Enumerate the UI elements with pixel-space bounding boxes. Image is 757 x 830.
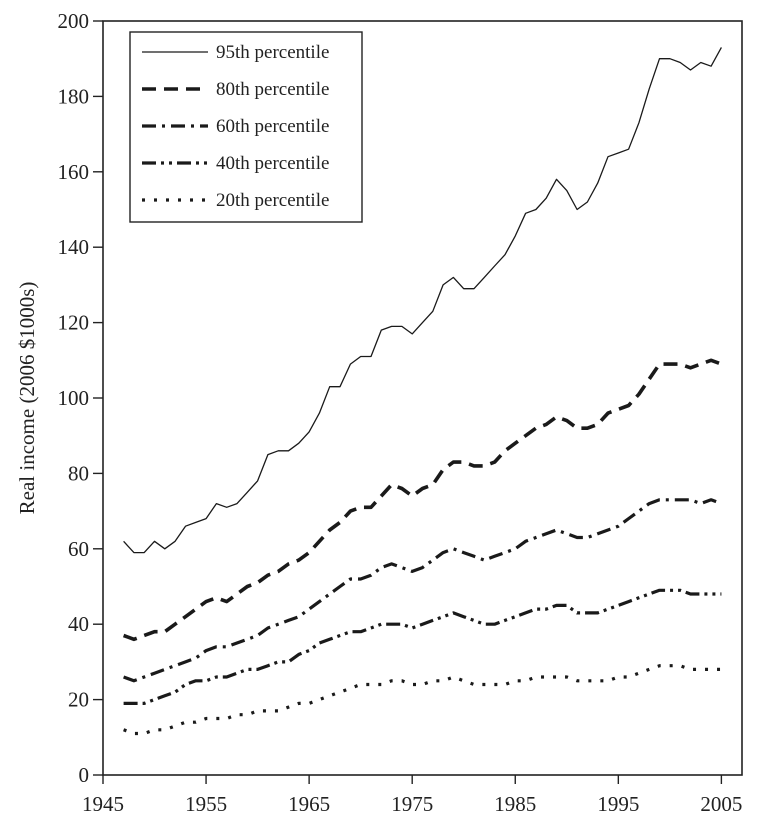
y-tick-label: 60 [68, 537, 89, 561]
legend-label: 80th percentile [216, 79, 329, 100]
x-tick-label: 2005 [700, 792, 742, 816]
tick-labels: 0 20 40 60 80 100 120 140 160 180 200 1945 1955 1965 1… [58, 9, 743, 816]
legend-label: 60th percentile [216, 116, 329, 137]
y-tick-label: 0 [79, 763, 90, 787]
y-axis-title: Real income (2006 $1000s) [15, 282, 39, 515]
y-tick-label: 180 [58, 84, 90, 108]
x-tick-label: 1985 [494, 792, 536, 816]
series-line-95th-percentile [123, 47, 722, 554]
legend: 95th percentile 80th percentile 60th perce… [129, 31, 363, 223]
x-tick-label: 1945 [82, 792, 124, 816]
y-tick-label: 120 [58, 311, 90, 335]
legend-label: 95th percentile [216, 42, 329, 63]
x-tick-label: 1975 [391, 792, 433, 816]
y-tick-label: 20 [68, 688, 89, 712]
series-line-60th-percentile [123, 498, 722, 683]
series-lines [122, 47, 723, 736]
y-tick-label: 80 [68, 461, 89, 485]
legend-label: 40th percentile [216, 153, 329, 174]
series-line-20th-percentile [123, 664, 722, 736]
y-tick-label: 160 [58, 160, 90, 184]
legend-box [129, 31, 363, 223]
y-tick-label: 40 [68, 612, 89, 636]
legend-label: 20th percentile [216, 190, 329, 211]
y-tick-label: 140 [58, 235, 90, 259]
x-tick-label: 1965 [288, 792, 330, 816]
series-line-40th-percentile [123, 588, 722, 706]
series-line-80th-percentile [122, 358, 723, 642]
y-tick-label: 100 [58, 386, 90, 410]
y-tick-label: 200 [58, 9, 90, 33]
axes [93, 20, 743, 784]
x-tick-label: 1955 [185, 792, 227, 816]
x-tick-label: 1995 [597, 792, 639, 816]
